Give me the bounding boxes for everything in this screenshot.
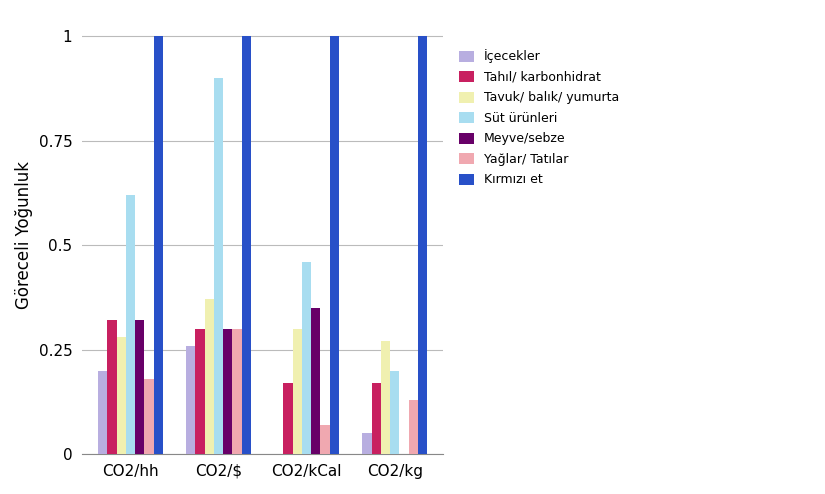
Bar (381, 341, 390, 454)
Bar (362, 433, 371, 454)
Legend: İçecekler, Tahıl/ karbonhidrat, Tavuk/ balık/ yumurta, Süt ürünleri, Meyve/sebze: İçecekler, Tahıl/ karbonhidrat, Tavuk/ b… (453, 43, 625, 193)
Bar (214, 78, 223, 454)
Bar (233, 329, 242, 454)
Bar (116, 337, 126, 454)
Bar (107, 321, 116, 454)
Bar (98, 370, 107, 454)
Bar (153, 36, 163, 454)
Bar (371, 383, 381, 454)
Bar (126, 195, 135, 454)
Bar (408, 400, 417, 454)
Bar (144, 379, 153, 454)
Bar (311, 308, 320, 454)
Bar (205, 299, 214, 454)
Y-axis label: Göreceli Yoğunluk: Göreceli Yoğunluk (15, 161, 33, 309)
Bar (417, 36, 427, 454)
Bar (135, 321, 144, 454)
Bar (330, 36, 339, 454)
Bar (302, 262, 311, 454)
Bar (390, 370, 399, 454)
Bar (196, 329, 205, 454)
Bar (284, 383, 293, 454)
Bar (186, 345, 196, 454)
Bar (293, 329, 302, 454)
Bar (320, 425, 330, 454)
Bar (223, 329, 233, 454)
Bar (242, 36, 251, 454)
